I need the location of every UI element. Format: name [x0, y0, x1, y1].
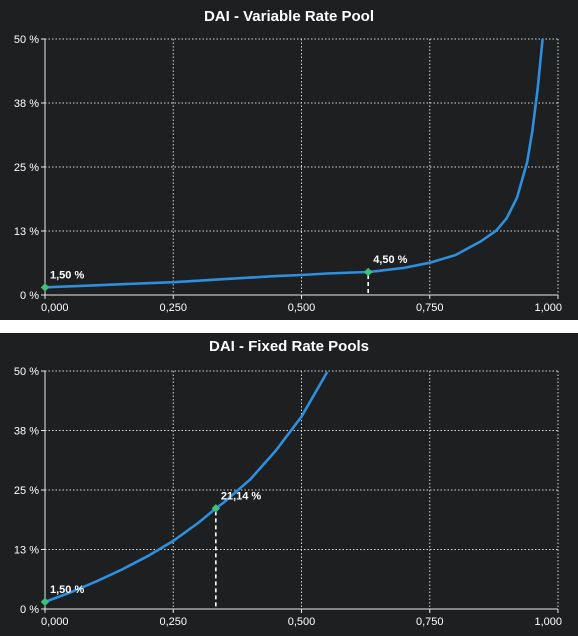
- chart-title: DAI - Fixed Rate Pools: [209, 338, 369, 355]
- fixed-rate-chart-panel: DAI - Fixed Rate Pools 0,000 0,250 0,500 0,7…: [0, 333, 578, 636]
- x-tick-label: 1,000: [534, 616, 562, 628]
- data-point-marker: [363, 267, 373, 277]
- y-tick-label: 13 %: [14, 545, 39, 557]
- y-tick-label: 0 %: [20, 604, 39, 616]
- variable-rate-chart-panel: DAI - Variable Rate Pool 0,000 0,250 0,500 0…: [0, 0, 578, 320]
- y-tick-label: 13 %: [14, 226, 39, 238]
- data-point-marker: [211, 504, 221, 513]
- data-point-marker: [40, 283, 50, 292]
- data-point-label: 1,50 %: [50, 269, 84, 281]
- chart-title: DAI - Variable Rate Pool: [204, 8, 374, 25]
- data-point-label: 4,50 %: [373, 254, 407, 266]
- x-tick-label: 0,000: [41, 302, 69, 314]
- rate-curve-line: [45, 39, 544, 289]
- x-tick-label: 0,750: [416, 302, 444, 314]
- rate-curve-line: [45, 371, 329, 604]
- y-tick-label: 38 %: [14, 98, 39, 110]
- x-tick-label: 0,500: [288, 302, 316, 314]
- x-tick-label: 1,000: [534, 302, 562, 314]
- y-tick-label: 25 %: [14, 485, 39, 497]
- y-tick-label: 38 %: [14, 426, 39, 438]
- y-tick-label: 50 %: [14, 34, 39, 46]
- data-point-label: 1,50 %: [50, 584, 84, 596]
- variable-rate-chart: DAI - Variable Rate Pool 0,000 0,250 0,500 0…: [14, 8, 562, 314]
- x-tick-label: 0,250: [159, 302, 187, 314]
- x-tick-label: 0,500: [288, 616, 316, 628]
- y-tick-label: 50 %: [14, 366, 39, 378]
- fixed-rate-chart: DAI - Fixed Rate Pools 0,000 0,250 0,500 0,7…: [14, 338, 562, 628]
- data-point-label: 21,14 %: [221, 490, 262, 502]
- y-tick-label: 25 %: [14, 162, 39, 174]
- data-point-marker: [40, 597, 50, 607]
- x-tick-label: 0,750: [416, 616, 444, 628]
- x-tick-label: 0,250: [159, 616, 187, 628]
- y-tick-label: 0 %: [20, 290, 39, 302]
- x-tick-label: 0,000: [41, 616, 69, 628]
